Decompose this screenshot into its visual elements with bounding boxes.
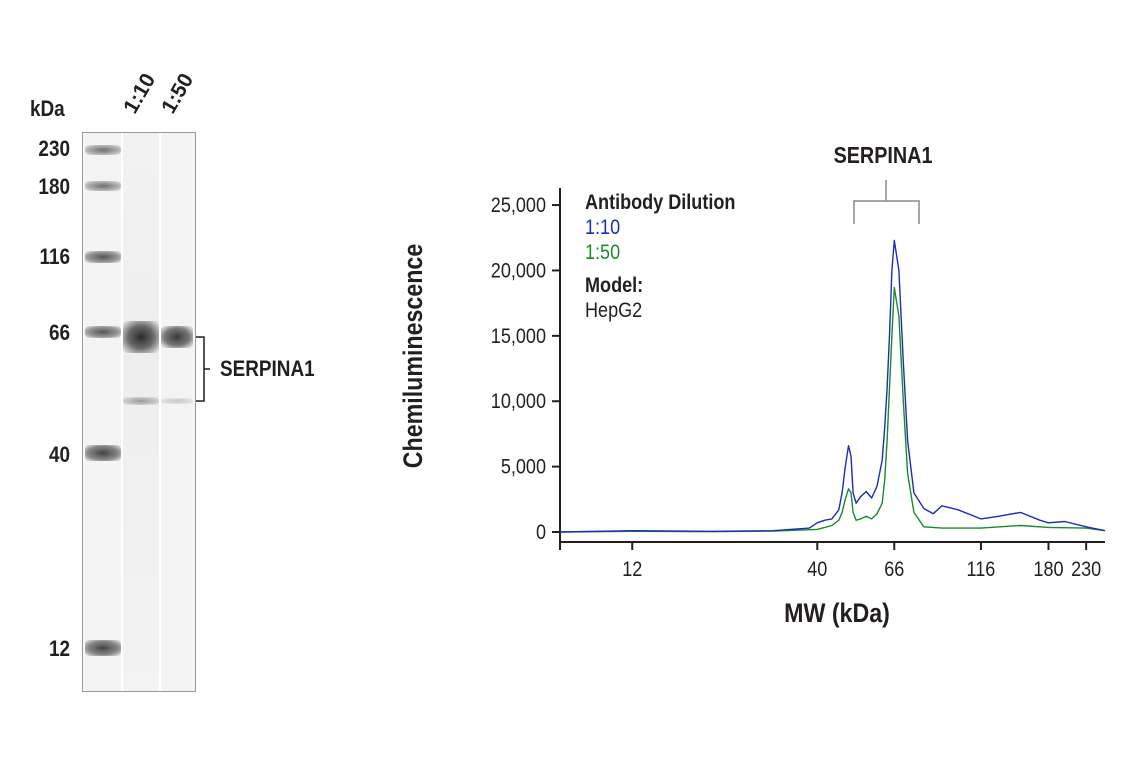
x-tick-label: 12 xyxy=(622,558,642,582)
legend-model-value: HepG2 xyxy=(585,299,642,323)
ladder-band-40 xyxy=(85,445,121,461)
target-bracket xyxy=(196,336,210,402)
kda-label: kDa xyxy=(30,96,65,121)
y-tick-label: 20,000 xyxy=(491,259,546,283)
target-label: SERPINA1 xyxy=(220,356,315,381)
marker-label-116: 116 xyxy=(39,244,70,269)
legend: Antibody Dilution 1:10 1:50 Model: HepG2 xyxy=(585,191,735,323)
x-axis-title: MW (kDa) xyxy=(784,598,890,628)
marker-label-12: 12 xyxy=(48,636,70,661)
marker-label-180: 180 xyxy=(38,174,70,199)
sample-lane-1-50 xyxy=(161,133,193,691)
legend-series-1-50: 1:50 xyxy=(585,241,620,265)
sample-band-lower-1-50 xyxy=(161,398,193,404)
y-tick-label: 5,000 xyxy=(501,455,546,479)
sample-band-main-1-10 xyxy=(123,321,159,353)
x-tick-label: 40 xyxy=(807,558,827,582)
plot-area xyxy=(559,239,1106,533)
series-line-1-10 xyxy=(559,239,1106,533)
x-tick-label: 230 xyxy=(1071,558,1101,582)
legend-model-title: Model: xyxy=(585,274,643,298)
legend-title: Antibody Dilution xyxy=(585,191,735,215)
ladder-lane xyxy=(85,133,121,691)
y-tick-label: 0 xyxy=(536,521,546,545)
marker-label-230: 230 xyxy=(38,136,70,161)
sample-lane-1-10 xyxy=(123,133,159,691)
sample-band-lower-1-10 xyxy=(123,397,159,405)
lane-label-1-10: 1:10 xyxy=(119,69,161,118)
legend-series-1-10: 1:10 xyxy=(585,216,620,240)
marker-label-66: 66 xyxy=(48,320,70,345)
x-axis: 12 40 66 116 180 230 xyxy=(559,541,1105,582)
y-axis-title: Chemiluminescence xyxy=(398,244,428,468)
lane-label-1-50: 1:50 xyxy=(157,69,199,118)
x-tick-label: 180 xyxy=(1033,558,1063,582)
ladder-band-66 xyxy=(85,326,121,338)
y-tick-label: 15,000 xyxy=(491,325,546,349)
peak-bracket xyxy=(853,200,920,224)
x-tick-label: 66 xyxy=(884,558,904,582)
y-tick-label: 10,000 xyxy=(491,390,546,414)
blot-image xyxy=(82,132,196,692)
series-line-1-50 xyxy=(559,286,1106,533)
sample-band-main-1-50 xyxy=(161,326,193,348)
marker-label-40: 40 xyxy=(48,442,70,467)
peak-label: SERPINA1 xyxy=(834,143,933,169)
y-axis: 0 5,000 10,000 15,000 20,000 25,000 xyxy=(491,188,561,545)
ladder-band-116 xyxy=(85,251,121,263)
y-tick-label: 25,000 xyxy=(491,194,546,218)
chart-svg: 0 5,000 10,000 15,000 20,000 25,000 12 40 66 116… xyxy=(398,143,1106,628)
ladder-band-12 xyxy=(85,640,121,656)
ladder-band-230 xyxy=(85,145,121,155)
x-tick-label: 116 xyxy=(967,558,996,582)
ladder-band-180 xyxy=(85,181,121,191)
